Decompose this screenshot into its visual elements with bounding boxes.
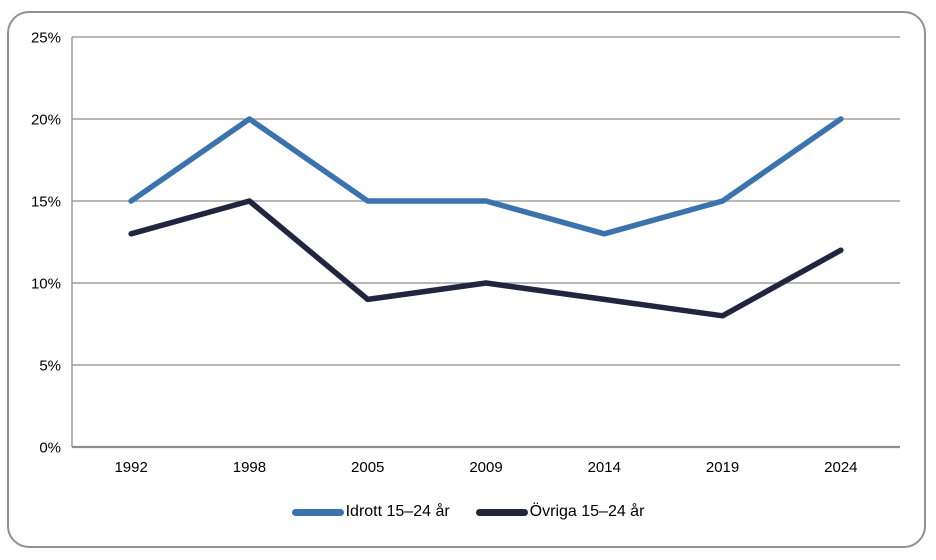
x-tick-label: 2014 xyxy=(588,459,621,476)
chart-frame xyxy=(7,11,926,548)
series-line-1 xyxy=(128,198,844,319)
legend-label-idrott: Idrott 15–24 år xyxy=(345,503,450,520)
chart-legend: Idrott 15–24 år Övriga 15–24 år xyxy=(0,503,936,521)
x-tick-label: 2005 xyxy=(351,459,384,476)
series-line-0 xyxy=(128,116,844,237)
y-tick-label: 15% xyxy=(31,194,61,211)
x-tick-label: 1998 xyxy=(233,459,266,476)
legend-item-idrott: Idrott 15–24 år xyxy=(291,503,450,521)
x-tick-label: 2019 xyxy=(706,459,739,476)
legend-marker-idrott-icon xyxy=(291,508,344,516)
y-tick-label: 0% xyxy=(39,440,61,457)
y-tick-label: 20% xyxy=(31,112,61,129)
legend-label-ovriga: Övriga 15–24 år xyxy=(529,503,645,520)
y-tick-label: 25% xyxy=(31,30,61,47)
x-tick-label: 1992 xyxy=(114,459,147,476)
legend-marker-ovriga-icon xyxy=(475,508,528,516)
x-tick-label: 2024 xyxy=(824,459,857,476)
legend-item-ovriga: Övriga 15–24 år xyxy=(475,503,645,521)
x-tick-label: 2009 xyxy=(469,459,502,476)
y-tick-label: 5% xyxy=(39,358,61,375)
y-tick-label: 10% xyxy=(31,276,61,293)
